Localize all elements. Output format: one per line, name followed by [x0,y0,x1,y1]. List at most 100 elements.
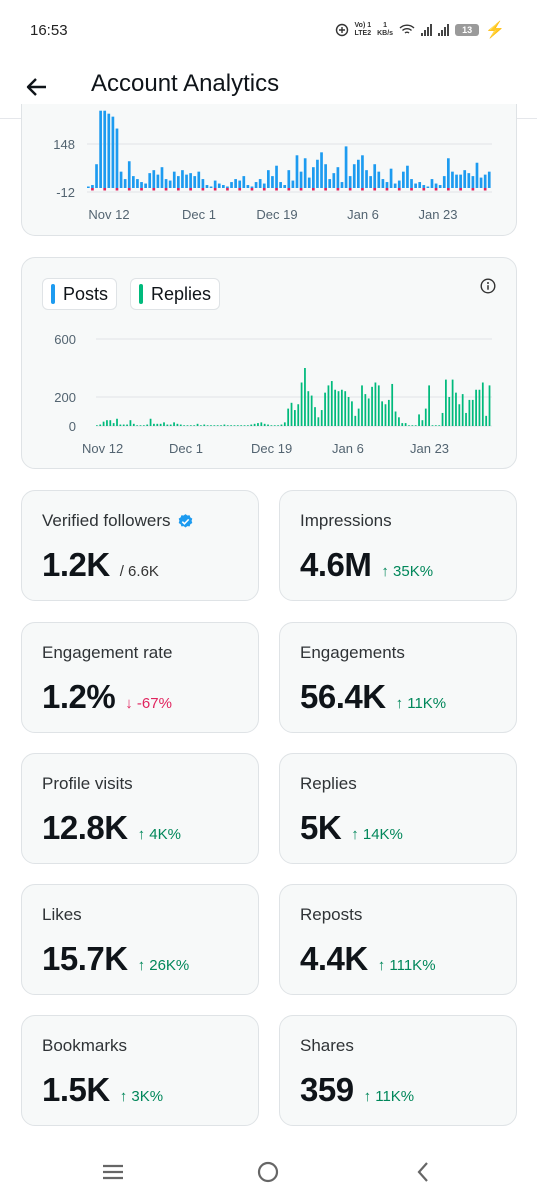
stat-card-profile-visits[interactable]: Profile visits 12.8K ↑ 4K% [21,753,259,864]
bar [475,162,479,188]
stat-card-reposts[interactable]: Reposts 4.4K ↑ 111K% [279,884,517,995]
bar [408,425,410,426]
stat-card-bookmarks[interactable]: Bookmarks 1.5K ↑ 3K% [21,1015,259,1126]
bar [119,424,122,426]
page-title: Account Analytics [91,70,280,97]
bar [189,173,192,188]
negative-bar [312,188,315,191]
bar [127,161,131,188]
recents-button[interactable] [98,1157,128,1187]
bar [220,425,222,426]
bar [169,424,172,426]
stat-value-row: 56.4K ↑ 11K% [300,678,446,716]
stat-card-engagements[interactable]: Engagements 56.4K ↑ 11K% [279,622,517,733]
bar [441,412,444,426]
bar [205,185,209,188]
y-tick-label: 200 [54,390,76,405]
bar [247,425,249,426]
bar [267,424,269,426]
stat-card-replies[interactable]: Replies 5K ↑ 14K% [279,753,517,864]
stat-value: 1.2% [42,678,116,715]
back-chevron-icon [417,1162,428,1182]
bar [122,424,125,426]
bar [230,182,233,188]
stat-card-impressions[interactable]: Impressions 4.6M ↑ 35K% [279,490,517,601]
bar [112,423,115,426]
bar [344,146,348,188]
bar [483,174,487,188]
stat-value-row: 4.6M ↑ 35K% [300,546,433,584]
bar [312,167,315,188]
stat-card-likes[interactable]: Likes 15.7K ↑ 26K% [21,884,259,995]
home-button[interactable] [253,1157,283,1187]
bar [348,176,352,188]
y-tick-label: 148 [53,137,75,152]
bar [144,183,147,188]
bar [447,158,450,188]
negative-bar [373,188,377,191]
negative-bar [336,188,340,191]
bar [367,398,370,426]
bar [487,171,491,188]
bar [222,185,225,188]
bar [217,183,221,188]
bar [334,389,337,426]
negative-bar [177,188,180,191]
bar [294,410,296,426]
info-icon[interactable] [480,278,496,294]
bar [424,408,427,426]
bar [233,425,236,426]
x-tick-label: Dec 19 [256,207,297,222]
negative-bar [140,188,143,191]
bar [410,179,413,188]
bar [389,168,393,188]
negative-bar [213,188,217,191]
stat-card-shares[interactable]: Shares 359 ↑ 11K% [279,1015,517,1126]
bar [401,423,404,426]
bar [280,424,283,426]
bar [159,423,162,426]
y-tick-label: 0 [69,419,76,434]
legend-replies-chip[interactable]: Replies [130,278,221,310]
volte-indicator: Vo) 1 LTE2 [354,22,372,37]
bar [283,185,287,188]
bar [119,171,123,188]
stat-label-text: Likes [42,905,82,924]
bar [275,165,278,188]
bar [273,425,276,426]
bar [377,385,380,426]
stat-value: 359 [300,1071,354,1108]
negative-bar [434,188,438,191]
legend-posts-chip[interactable]: Posts [42,278,118,310]
bar [361,155,364,188]
bar [153,423,155,426]
stat-value: 4.4K [300,940,368,977]
back-nav-button[interactable] [408,1157,438,1187]
wifi-icon [399,24,415,34]
negative-bar [238,188,242,191]
bar [336,167,340,188]
stat-card-verified-followers[interactable]: Verified followers 1.2K / 6.6K [21,490,259,601]
bar [279,182,282,188]
bar [164,179,168,188]
bar [394,411,397,426]
back-button[interactable] [22,72,52,102]
bar [411,425,414,426]
bar [96,425,98,426]
bar [132,176,135,188]
bar [357,408,360,426]
stat-card-engagement-rate[interactable]: Engagement rate 1.2% ↓ -67% [21,622,259,733]
x-tick-label: Dec 19 [251,441,292,456]
bar [314,407,316,426]
stat-label-text: Bookmarks [42,1036,128,1055]
network-speed: 1 KB/s [377,22,394,37]
signal-icon-2 [438,24,450,36]
stat-label: Impressions [300,511,392,531]
x-tick-label: Jan 6 [347,207,379,222]
bar [365,170,368,188]
signal-icon-1 [421,24,433,36]
bar [317,417,320,426]
bar [238,180,242,188]
battery-icon: 13 [455,24,480,36]
x-tick-label: Nov 12 [82,441,123,456]
